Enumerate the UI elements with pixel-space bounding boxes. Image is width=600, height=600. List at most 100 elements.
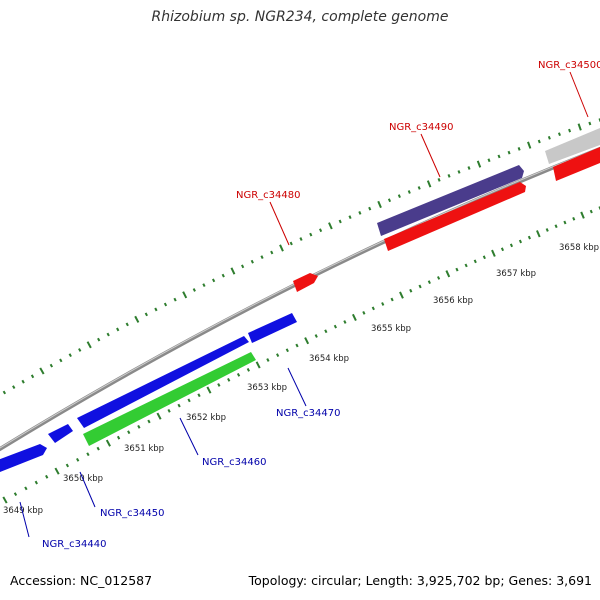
- inner-tick: [167, 408, 171, 413]
- ruler-label: 3652 kbp: [186, 413, 226, 423]
- outer-tick: [202, 283, 206, 288]
- gene-label: NGR_c34490: [389, 122, 454, 133]
- inner-tick: [147, 419, 151, 424]
- outer-tick: [547, 135, 551, 140]
- outer-tick: [467, 166, 471, 170]
- inner-tick: [187, 398, 191, 403]
- map-title: Rhizobium sp. NGR234, complete genome: [151, 9, 449, 25]
- inner-tick: [371, 306, 375, 311]
- inner-tick: [65, 463, 70, 468]
- outer-tick: [12, 385, 16, 389]
- outer-tick: [387, 198, 392, 203]
- outer-tick: [348, 215, 352, 220]
- outer-tick: [30, 374, 35, 379]
- inner-tick: [527, 235, 531, 240]
- inner-tick: [206, 386, 212, 394]
- outer-tick: [299, 237, 303, 241]
- inner-tick: [324, 329, 328, 334]
- gene-leader-line: [420, 133, 441, 178]
- gene-leader-line: [269, 201, 290, 246]
- outer-tick: [134, 315, 140, 323]
- inner-tick: [464, 263, 468, 268]
- outer-tick: [173, 297, 177, 302]
- outer-tick: [39, 367, 45, 375]
- outer-tick: [527, 141, 532, 149]
- outer-tick: [68, 353, 72, 358]
- inner-tick: [314, 334, 318, 338]
- inner-tick: [255, 361, 261, 369]
- outer-tick: [279, 244, 284, 252]
- outer-tick: [192, 288, 196, 292]
- inner-tick: [116, 435, 121, 440]
- outer-tick: [457, 170, 461, 174]
- gene-leader-line: [19, 501, 30, 538]
- inner-tick: [409, 288, 413, 293]
- green-gene-arrow: [83, 352, 256, 446]
- blue-gene-arrow: [77, 336, 249, 428]
- outer-tick: [154, 307, 158, 312]
- outer-tick: [487, 158, 491, 163]
- inner-tick: [295, 343, 299, 348]
- outer-tick: [144, 312, 148, 317]
- outer-tick: [289, 241, 293, 246]
- outer-tick: [338, 219, 342, 224]
- inner-tick: [24, 486, 28, 491]
- outer-tick: [476, 160, 482, 168]
- outer-tick: [577, 123, 582, 131]
- gene-labels: NGR_c34440 NGR_c34450 NGR_c34460 NGR_c34470…: [19, 60, 600, 550]
- gene-leader-line: [179, 417, 199, 456]
- outer-tick: [116, 327, 120, 332]
- outer-tick: [426, 180, 432, 188]
- inner-tick: [217, 383, 221, 387]
- inner-tick: [227, 378, 231, 382]
- outer-tick: [568, 128, 572, 133]
- outer-tick: [97, 337, 101, 342]
- ruler-label: 3656 kbp: [433, 296, 473, 306]
- outer-tick: [437, 178, 441, 182]
- inner-tick: [34, 480, 38, 485]
- outer-tick: [2, 390, 7, 395]
- inner-tick: [509, 243, 514, 248]
- outer-tick: [507, 150, 511, 155]
- outer-tick: [250, 259, 254, 264]
- outer-tick: [358, 211, 362, 215]
- inner-tick: [105, 439, 111, 447]
- outer-tick: [230, 267, 236, 275]
- gene-label: NGR_c34440: [42, 539, 107, 550]
- outer-tick: [211, 278, 216, 283]
- outer-tick: [557, 132, 561, 137]
- inner-tick: [381, 302, 385, 306]
- outer-tick: [49, 363, 54, 368]
- inner-tick: [473, 259, 477, 264]
- inner-tick: [96, 446, 100, 451]
- purple-gene-arrow: [377, 165, 524, 236]
- outer-tick: [21, 379, 25, 384]
- inner-tick: [333, 324, 337, 329]
- inner-tick: [246, 368, 250, 372]
- inner-tick: [351, 313, 357, 322]
- inner-tick: [276, 353, 280, 358]
- inner-tick: [156, 412, 162, 420]
- gene-features: [0, 128, 600, 473]
- outer-tick: [447, 174, 451, 178]
- outer-tick: [59, 358, 63, 363]
- gene-label: NGR_c34480: [236, 190, 301, 201]
- inner-tick: [2, 496, 8, 504]
- inner-tick: [491, 249, 496, 257]
- inner-tick: [427, 280, 431, 285]
- inner-tick: [177, 403, 181, 408]
- genome-summary-text: Topology: circular; Length: 3,925,702 bp…: [248, 573, 592, 588]
- gene-leader-line: [569, 71, 589, 118]
- outer-tick: [270, 250, 274, 255]
- inner-tick: [76, 457, 80, 462]
- inner-tick: [54, 467, 60, 475]
- outer-tick: [182, 291, 188, 299]
- outer-tick: [163, 302, 168, 307]
- outer-tick: [417, 186, 421, 190]
- outer-tick: [260, 255, 264, 259]
- inner-tick: [572, 216, 576, 221]
- outer-tick: [221, 273, 225, 278]
- gene-label: NGR_c34470: [276, 408, 341, 419]
- outer-tick: [407, 190, 411, 194]
- outer-tick: [319, 228, 323, 233]
